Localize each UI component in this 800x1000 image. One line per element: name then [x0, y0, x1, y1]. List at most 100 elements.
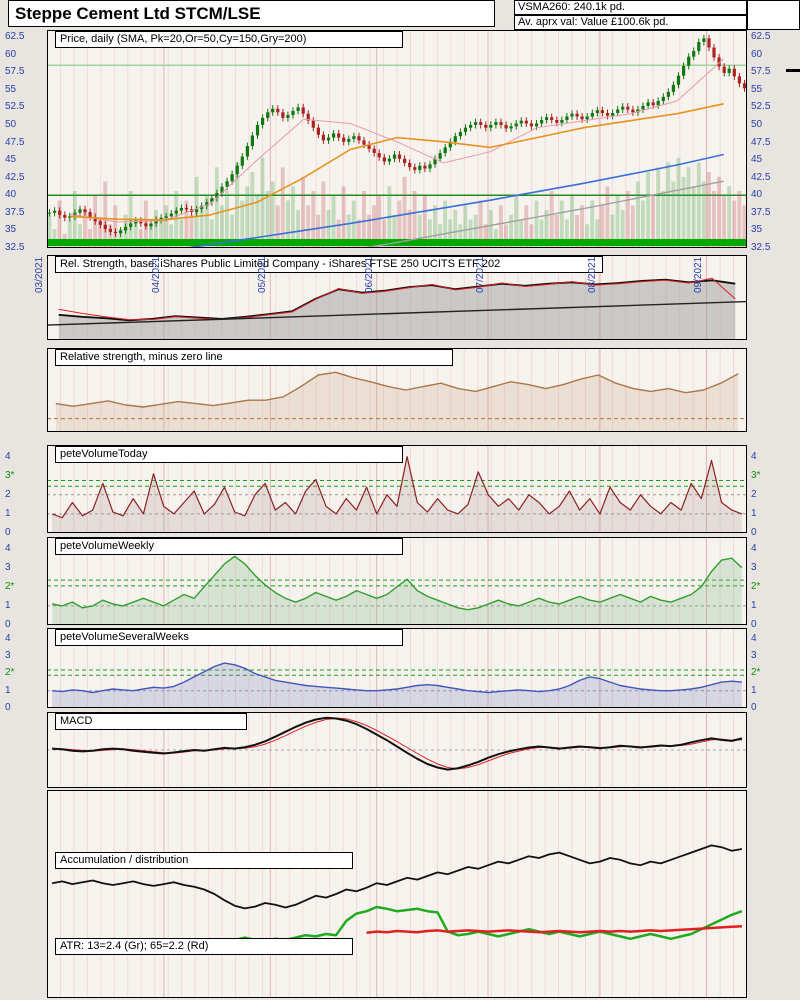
price-tick: 45 — [5, 154, 17, 165]
vol-weekly-tick: 1 — [751, 600, 757, 611]
vsma-readout: VSMA260: 240.1k pd. — [514, 0, 747, 15]
vol-several-weeks-tick: 3 — [5, 650, 11, 661]
date-label: 06/2021 — [363, 256, 375, 293]
price-tick: 40 — [751, 189, 763, 200]
vol-several-weeks-panel-label: peteVolumeSeveralWeeks — [55, 629, 403, 646]
vol-today-tick: 2 — [751, 489, 757, 500]
date-label: 04/2021 — [150, 256, 162, 293]
rel-strength-panel-label: Rel. Strength, base: iShares Public Limi… — [55, 256, 603, 273]
price-tick: 37.5 — [5, 207, 25, 218]
sma-200-gray — [358, 180, 724, 248]
vol-today-line — [51, 456, 743, 519]
price-tick: 45 — [751, 154, 763, 165]
price-tick: 32.5 — [751, 242, 771, 253]
vol-weekly-tick: 0 — [5, 619, 11, 630]
vol-several-weeks-tick: 0 — [751, 702, 757, 713]
vol-several-weeks-tick: 3 — [751, 650, 757, 661]
date-label: 08/2021 — [587, 256, 598, 293]
volume-bars — [47, 157, 747, 248]
vol-today-tick: 1 — [751, 508, 757, 519]
accumulation-panel-label: Accumulation / distribution — [55, 852, 353, 869]
vol-several-weeks-line-fill — [52, 663, 742, 708]
accum-atr-plot[interactable] — [47, 790, 747, 998]
rel-strength-plot[interactable] — [47, 255, 747, 340]
vol-weekly-tick: 4 — [5, 543, 11, 554]
sma-20-pink — [70, 58, 725, 223]
rs-trend-line — [47, 300, 747, 326]
vol-several-weeks-tick: 4 — [751, 633, 757, 644]
price-tick: 55 — [751, 84, 763, 95]
price-tick: 40 — [5, 189, 17, 200]
price-plot[interactable] — [47, 30, 747, 248]
price-tick: 47.5 — [5, 137, 25, 148]
price-tick: 60 — [5, 49, 17, 60]
price-panel-label: Price, daily (SMA, Pk=20,Or=50,Cy=150,Gr… — [55, 31, 403, 48]
rel-strength-signal-red — [58, 277, 736, 321]
vol-weekly-tick: 3 — [5, 562, 11, 573]
vol-today-line-fill — [52, 456, 742, 533]
vol-several-weeks-tick: 1 — [751, 685, 757, 696]
price-tick: 37.5 — [751, 207, 771, 218]
rel-strength-line-fill — [58, 279, 736, 340]
vol-today-tick: 3* — [751, 470, 761, 481]
macd-panel-label: MACD — [55, 713, 247, 730]
vol-weekly-tick: 1 — [5, 600, 11, 611]
price-tick: 57.5 — [5, 66, 25, 77]
price-tick: 42.5 — [751, 172, 771, 183]
price-tick: 57.5 — [751, 66, 771, 77]
date-label: 07/2021 — [475, 256, 486, 293]
rs-minus-zero-line-fill — [55, 372, 739, 432]
vol-several-weeks-tick: 1 — [5, 685, 11, 696]
vol-today-tick: 2 — [5, 489, 11, 500]
avg-value-readout: Av. aprx val: Value £100.6k pd. — [514, 15, 747, 30]
vol-several-weeks-tick: 4 — [5, 633, 11, 644]
vol-weekly-line-fill — [52, 556, 742, 625]
price-tick: 52.5 — [751, 101, 771, 112]
date-label: 05/2021 — [257, 256, 269, 293]
vol-today-tick: 3* — [5, 470, 15, 481]
vol-today-tick: 4 — [5, 451, 11, 462]
rs-minus-zero-line — [55, 371, 739, 408]
price-tick: 60 — [751, 49, 763, 60]
price-tick: 52.5 — [5, 101, 25, 112]
accumulation-distribution-line — [51, 844, 743, 910]
price-tick: 55 — [5, 84, 17, 95]
vol-weekly-tick: 4 — [751, 543, 757, 554]
price-tick: 47.5 — [751, 137, 771, 148]
price-tick: 42.5 — [5, 172, 25, 183]
vol-today-tick: 4 — [751, 451, 757, 462]
macd-line-black — [52, 716, 743, 771]
price-tick: 32.5 — [5, 242, 25, 253]
sma-150-blue — [181, 153, 724, 248]
vol-today-tick: 1 — [5, 508, 11, 519]
vol-weekly-line — [51, 555, 743, 611]
vol-several-weeks-line — [52, 662, 742, 694]
price-tick: 35 — [751, 224, 763, 235]
candles — [47, 34, 747, 237]
vol-today-panel-label: peteVolumeToday — [55, 446, 403, 463]
vol-weekly-tick: 3 — [751, 562, 757, 573]
price-tick: 50 — [5, 119, 17, 130]
rel-strength-line — [58, 278, 736, 322]
price-tick: 62.5 — [5, 31, 25, 42]
atr-65-red-line — [366, 924, 742, 935]
vol-weekly-tick: 2* — [751, 581, 761, 592]
price-tick: 62.5 — [751, 31, 771, 42]
last-price-marker — [786, 69, 800, 72]
atr-panel-label: ATR: 13=2.4 (Gr); 65=2.2 (Rd) — [55, 938, 353, 955]
vol-several-weeks-tick: 2* — [751, 667, 761, 678]
sma-50-orange — [70, 103, 724, 221]
price-tick: 50 — [751, 119, 763, 130]
rel-strength-zero-panel-label: Relative strength, minus zero line — [55, 349, 453, 366]
date-label: 09/2021 — [693, 256, 705, 293]
price-tick: 35 — [5, 224, 17, 235]
vol-weekly-tick: 2* — [5, 581, 15, 592]
instrument-title: Steppe Cement Ltd STCM/LSE — [8, 0, 495, 27]
vol-today-tick: 0 — [5, 527, 11, 538]
vol-several-weeks-tick: 0 — [5, 702, 11, 713]
header-corner-box — [747, 0, 800, 30]
vol-today-tick: 0 — [751, 527, 757, 538]
vol-weekly-panel-label: peteVolumeWeekly — [55, 538, 403, 555]
date-label: 03/2021 — [34, 256, 45, 293]
